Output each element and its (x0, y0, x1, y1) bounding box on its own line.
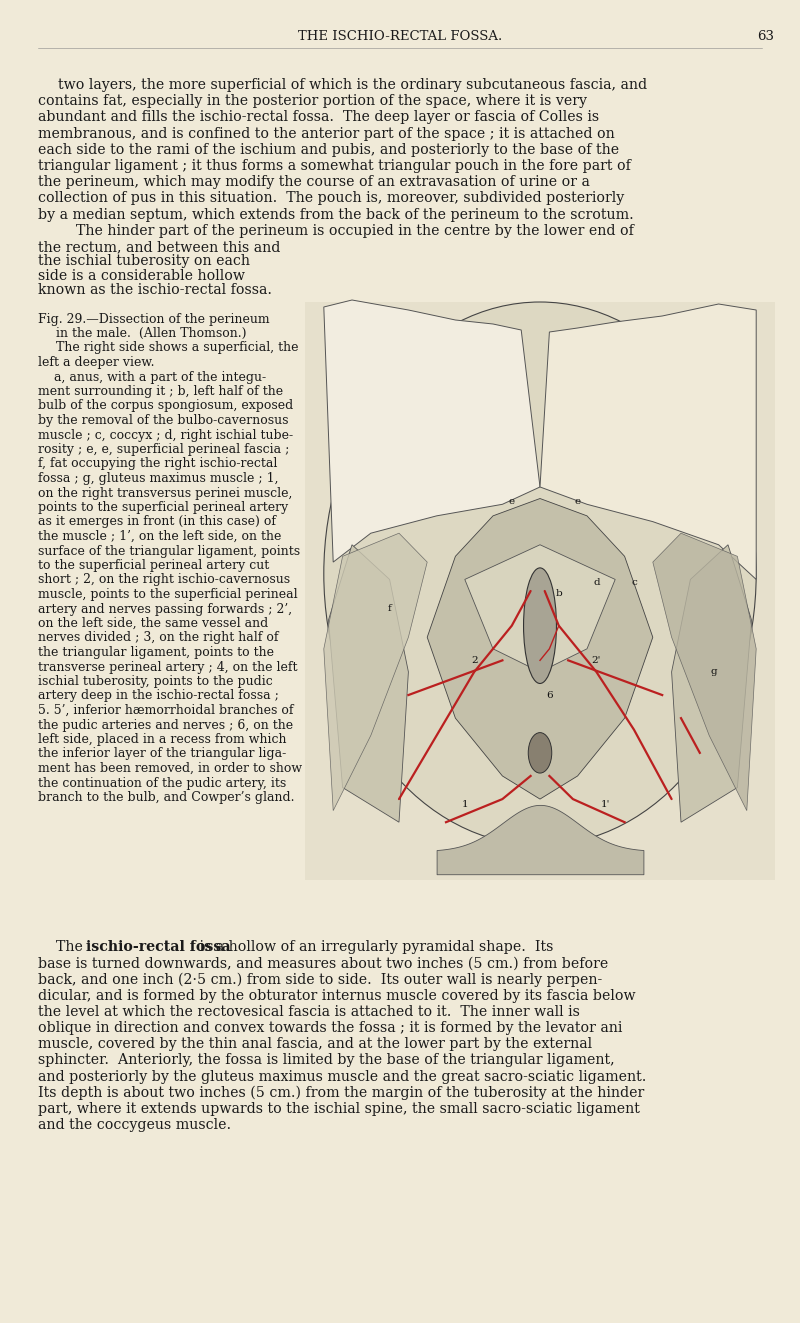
Polygon shape (653, 533, 756, 811)
Text: by a median septum, which extends from the back of the perineum to the scrotum.: by a median septum, which extends from t… (38, 208, 634, 221)
Text: contains fat, especially in the posterior portion of the space, where it is very: contains fat, especially in the posterio… (38, 94, 587, 108)
Text: 6: 6 (546, 691, 553, 700)
Text: a, anus, with a part of the integu-: a, anus, with a part of the integu- (38, 370, 266, 384)
Text: e: e (509, 497, 515, 505)
Text: is a hollow of an irregularly pyramidal shape.  Its: is a hollow of an irregularly pyramidal … (195, 941, 554, 954)
Text: the ischial tuberosity on each: the ischial tuberosity on each (38, 254, 250, 269)
Text: in the male.  (Allen Thomson.): in the male. (Allen Thomson.) (56, 327, 246, 340)
Polygon shape (672, 545, 751, 822)
Text: artery deep in the ischio-rectal fossa ;: artery deep in the ischio-rectal fossa ; (38, 689, 279, 703)
Text: muscle ; c, coccyx ; d, right ischial tube-: muscle ; c, coccyx ; d, right ischial tu… (38, 429, 293, 442)
Text: nerves divided ; 3, on the right half of: nerves divided ; 3, on the right half of (38, 631, 278, 644)
Text: the muscle ; 1’, on the left side, on the: the muscle ; 1’, on the left side, on th… (38, 531, 282, 542)
Text: and posteriorly by the gluteus maximus muscle and the great sacro-sciatic ligame: and posteriorly by the gluteus maximus m… (38, 1069, 646, 1084)
Text: 63: 63 (757, 30, 774, 44)
Text: e: e (574, 497, 581, 505)
Text: rosity ; e, e, superficial perineal fascia ;: rosity ; e, e, superficial perineal fasc… (38, 443, 290, 456)
Text: points to the superficial perineal artery: points to the superficial perineal arter… (38, 501, 288, 515)
Ellipse shape (523, 568, 557, 684)
Text: artery and nerves passing forwards ; 2’,: artery and nerves passing forwards ; 2’, (38, 602, 292, 615)
Text: base is turned downwards, and measures about two inches (5 cm.) from before: base is turned downwards, and measures a… (38, 957, 608, 970)
Text: c: c (631, 578, 637, 587)
Text: transverse perineal artery ; 4, on the left: transverse perineal artery ; 4, on the l… (38, 660, 298, 673)
Text: the continuation of the pudic artery, its: the continuation of the pudic artery, it… (38, 777, 286, 790)
Text: two layers, the more superficial of which is the ordinary subcutaneous fascia, a: two layers, the more superficial of whic… (58, 78, 647, 93)
Text: ment surrounding it ; b, left half of the: ment surrounding it ; b, left half of th… (38, 385, 283, 398)
Text: part, where it extends upwards to the ischial spine, the small sacro-sciatic lig: part, where it extends upwards to the is… (38, 1102, 640, 1117)
Text: the triangular ligament, points to the: the triangular ligament, points to the (38, 646, 274, 659)
Text: the rectum, and between this and: the rectum, and between this and (38, 239, 280, 254)
Text: 1: 1 (462, 800, 468, 810)
Text: Fig. 29.—Dissection of the perineum: Fig. 29.—Dissection of the perineum (38, 312, 270, 325)
Text: on the right transversus perinei muscle,: on the right transversus perinei muscle, (38, 487, 292, 500)
Text: the inferior layer of the triangular liga-: the inferior layer of the triangular lig… (38, 747, 286, 761)
Text: back, and one inch (2·5 cm.) from side to side.  Its outer wall is nearly perpen: back, and one inch (2·5 cm.) from side t… (38, 972, 602, 987)
Text: THE ISCHIO-RECTAL FOSSA.: THE ISCHIO-RECTAL FOSSA. (298, 30, 502, 44)
Text: ment has been removed, in order to show: ment has been removed, in order to show (38, 762, 302, 775)
Text: the pudic arteries and nerves ; 6, on the: the pudic arteries and nerves ; 6, on th… (38, 718, 293, 732)
Text: branch to the bulb, and Cowper’s gland.: branch to the bulb, and Cowper’s gland. (38, 791, 294, 804)
Polygon shape (427, 499, 653, 799)
Ellipse shape (324, 302, 756, 845)
Text: left side, placed in a recess from which: left side, placed in a recess from which (38, 733, 286, 746)
Text: oblique in direction and convex towards the fossa ; it is formed by the levator : oblique in direction and convex towards … (38, 1021, 622, 1035)
Text: as it emerges in front (in this case) of: as it emerges in front (in this case) of (38, 516, 276, 528)
Text: and the coccygeus muscle.: and the coccygeus muscle. (38, 1118, 231, 1132)
Text: surface of the triangular ligament, points: surface of the triangular ligament, poin… (38, 545, 300, 557)
Text: to the superficial perineal artery cut: to the superficial perineal artery cut (38, 560, 270, 572)
Polygon shape (324, 533, 427, 811)
Text: d: d (593, 578, 600, 587)
Text: fossa ; g, gluteus maximus muscle ; 1,: fossa ; g, gluteus maximus muscle ; 1, (38, 472, 278, 486)
Text: short ; 2, on the right ischio-cavernosus: short ; 2, on the right ischio-cavernosu… (38, 573, 290, 586)
Text: by the removal of the bulbo-cavernosus: by the removal of the bulbo-cavernosus (38, 414, 289, 427)
Text: dicular, and is formed by the obturator internus muscle covered by its fascia be: dicular, and is formed by the obturator … (38, 988, 636, 1003)
Text: The right side shows a superficial, the: The right side shows a superficial, the (56, 341, 298, 355)
Text: membranous, and is confined to the anterior part of the space ; it is attached o: membranous, and is confined to the anter… (38, 127, 614, 140)
Text: The: The (38, 941, 87, 954)
Text: Its depth is about two inches (5 cm.) from the margin of the tuberosity at the h: Its depth is about two inches (5 cm.) fr… (38, 1086, 644, 1101)
Text: the level at which the rectovesical fascia is attached to it.  The inner wall is: the level at which the rectovesical fasc… (38, 1004, 580, 1019)
Text: b: b (555, 589, 562, 598)
Text: bulb of the corpus spongiosum, exposed: bulb of the corpus spongiosum, exposed (38, 400, 294, 413)
Polygon shape (465, 545, 615, 672)
Polygon shape (540, 304, 756, 579)
Text: side is a considerable hollow: side is a considerable hollow (38, 269, 245, 283)
Text: triangular ligament ; it thus forms a somewhat triangular pouch in the fore part: triangular ligament ; it thus forms a so… (38, 159, 631, 173)
Text: left a deeper view.: left a deeper view. (38, 356, 154, 369)
Polygon shape (329, 545, 408, 822)
Text: The hinder part of the perineum is occupied in the centre by the lower end of: The hinder part of the perineum is occup… (58, 224, 634, 238)
Text: 2: 2 (471, 656, 478, 665)
Polygon shape (324, 300, 540, 562)
Text: collection of pus in this situation.  The pouch is, moreover, subdivided posteri: collection of pus in this situation. The… (38, 192, 624, 205)
Text: sphincter.  Anteriorly, the fossa is limited by the base of the triangular ligam: sphincter. Anteriorly, the fossa is limi… (38, 1053, 614, 1068)
Text: each side to the rami of the ischium and pubis, and posteriorly to the base of t: each side to the rami of the ischium and… (38, 143, 619, 157)
Text: known as the ischio-rectal fossa.: known as the ischio-rectal fossa. (38, 283, 272, 298)
Bar (305, 302, 775, 880)
Text: on the left side, the same vessel and: on the left side, the same vessel and (38, 617, 268, 630)
Text: ischio-rectal fossa: ischio-rectal fossa (86, 941, 230, 954)
Text: 2': 2' (592, 656, 601, 665)
Text: 1': 1' (601, 800, 610, 810)
Text: f: f (388, 603, 391, 613)
Text: muscle, points to the superficial perineal: muscle, points to the superficial perine… (38, 587, 298, 601)
Text: 5. 5’, inferior hæmorrhoidal branches of: 5. 5’, inferior hæmorrhoidal branches of (38, 704, 294, 717)
Text: muscle, covered by the thin anal fascia, and at the lower part by the external: muscle, covered by the thin anal fascia,… (38, 1037, 592, 1052)
Text: f, fat occupying the right ischio-rectal: f, fat occupying the right ischio-rectal (38, 458, 278, 471)
Ellipse shape (528, 733, 552, 773)
Text: ischial tuberosity, points to the pudic: ischial tuberosity, points to the pudic (38, 675, 273, 688)
Text: abundant and fills the ischio-rectal fossa.  The deep layer or fascia of Colles : abundant and fills the ischio-rectal fos… (38, 110, 599, 124)
Text: the perineum, which may modify the course of an extravasation of urine or a: the perineum, which may modify the cours… (38, 175, 590, 189)
Text: g: g (710, 667, 718, 676)
